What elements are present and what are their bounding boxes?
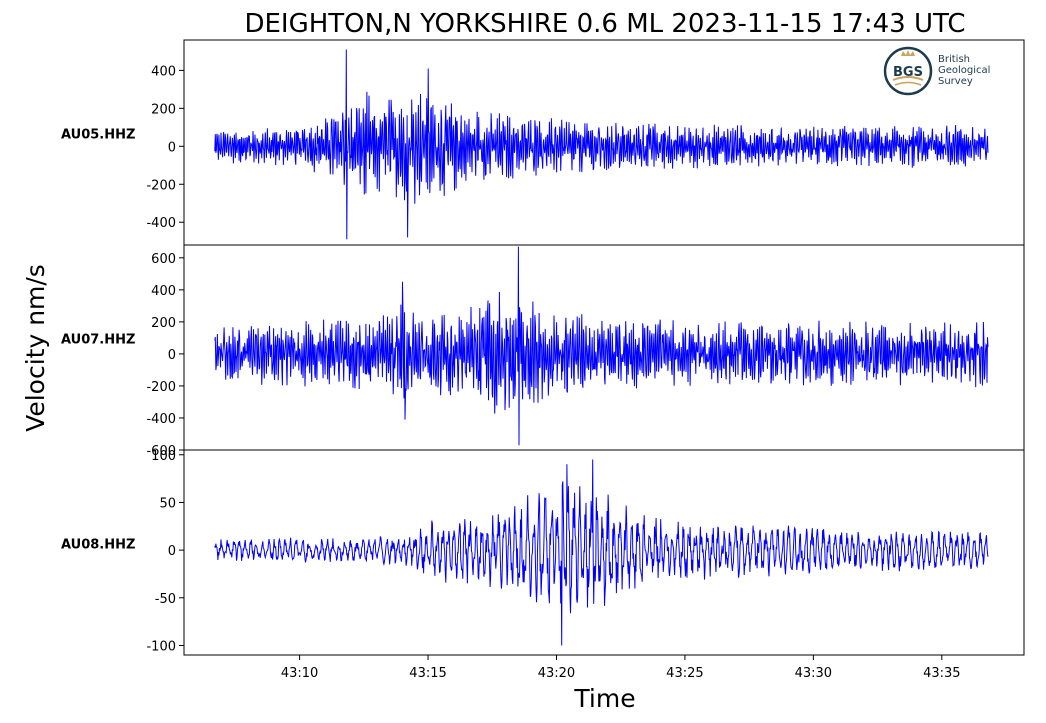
x-tick-label: 43:30: [795, 666, 832, 681]
logo-text-line: British: [938, 54, 970, 65]
station-label: AU05.HHZ: [61, 128, 135, 143]
y-tick-label: 50: [159, 496, 176, 511]
logo-text-line: Geological: [938, 65, 990, 76]
x-tick-label: 43:35: [923, 666, 960, 681]
y-tick-label: -50: [155, 592, 176, 607]
y-axis-label: Velocity nm/s: [21, 264, 50, 432]
chart-title: DEIGHTON,N YORKSHIRE 0.6 ML 2023-11-15 1…: [244, 9, 965, 39]
y-tick-label: 0: [168, 544, 176, 559]
x-axis-label: Time: [573, 684, 635, 713]
y-tick-label: 200: [151, 316, 176, 331]
y-tick-label: -400: [146, 216, 176, 231]
x-tick-label: 43:20: [538, 666, 575, 681]
logo-crown-icon: [901, 50, 915, 56]
y-tick-label: 0: [168, 140, 176, 155]
y-tick-label: -400: [146, 412, 176, 427]
y-tick-label: 600: [151, 252, 176, 267]
x-tick-label: 43:25: [666, 666, 703, 681]
panel-frame: [183, 449, 1025, 656]
logo-strata-icon: [892, 76, 924, 81]
station-label: AU08.HHZ: [61, 538, 135, 553]
y-tick-label: -600: [146, 444, 176, 459]
logo-initials: BGS: [893, 65, 923, 80]
y-tick-label: 200: [151, 102, 176, 117]
panel-au05-hhz: -400 -200 0 200 400 AU05.HHZ: [61, 39, 1025, 246]
panel-au08-hhz: -100 -50 0 50 100 AU08.HHZ: [61, 449, 1025, 656]
panel-au07-hhz: -600 -400 -200 0 200 400 600 AU07.HHZ: [61, 244, 1025, 459]
y-tick-label: 400: [151, 64, 176, 79]
x-tick-label: 43:10: [281, 666, 318, 681]
waveform-series-au08-hhz: [214, 459, 989, 646]
y-tick-label: 0: [168, 348, 176, 363]
y-tick-label: -200: [146, 380, 176, 395]
panels-group: -400 -200 0 200 400 AU05.HHZ -600 -400 -200 0 200 4…: [61, 39, 1025, 656]
logo-ring-icon: [883, 46, 933, 96]
waveform-series-au05-hhz: [214, 49, 989, 240]
y-tick-label: 400: [151, 284, 176, 299]
station-label: AU07.HHZ: [61, 333, 135, 348]
y-tick-label: -100: [146, 639, 176, 654]
waveform-series-au07-hhz: [214, 246, 989, 446]
logo-text-line: Survey: [938, 76, 973, 87]
x-tick-label: 43:15: [409, 666, 446, 681]
y-tick-label: 100: [151, 449, 176, 464]
x-axis: 43:10 43:15 43:20 43:25 43:30 43:35: [281, 655, 961, 681]
logo-strata-icon: [894, 81, 922, 86]
y-tick-label: -200: [146, 178, 176, 193]
